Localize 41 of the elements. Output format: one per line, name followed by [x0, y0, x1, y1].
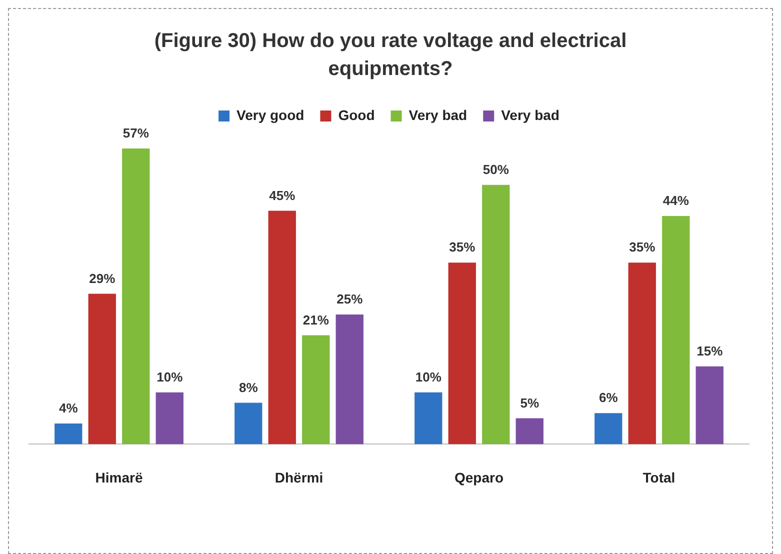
legend-label: Very bad	[408, 106, 468, 123]
bar	[156, 392, 184, 444]
data-label: 35%	[449, 240, 476, 255]
data-label: 25%	[336, 292, 364, 307]
data-label: 44%	[662, 193, 690, 208]
data-label: 4%	[58, 400, 78, 416]
data-label: 6%	[598, 390, 618, 406]
data-label: 10%	[156, 369, 184, 384]
legend-label: Good	[338, 106, 375, 123]
bar	[234, 402, 262, 444]
data-label: 35%	[629, 240, 656, 255]
x-tick-label: Qeparo	[454, 469, 504, 486]
bar	[336, 314, 364, 444]
bar	[516, 418, 544, 444]
data-label: 21%	[302, 312, 330, 328]
chart-title: (Figure 30) How do you rate voltage and electrical equipments?	[153, 29, 628, 82]
data-label: 50%	[482, 162, 510, 177]
data-label: 45%	[269, 188, 296, 203]
bar	[448, 262, 476, 444]
bar	[482, 184, 510, 444]
bar	[122, 148, 150, 444]
data-label: 29%	[89, 270, 116, 286]
bar	[662, 216, 690, 444]
bar	[594, 413, 622, 444]
data-label: 8%	[238, 380, 258, 395]
x-tick-label: Total	[642, 469, 676, 486]
bar	[268, 210, 296, 444]
data-label: 57%	[122, 126, 150, 141]
data-label: 5%	[520, 395, 540, 410]
legend-label: Very good	[236, 106, 304, 123]
data-label: 15%	[696, 343, 724, 358]
bar	[88, 294, 116, 444]
data-label: 10%	[415, 369, 442, 384]
x-tick-label: Himarë	[95, 469, 143, 486]
bar	[302, 335, 330, 444]
bar	[54, 423, 82, 444]
x-tick-label: Dhërmi	[274, 469, 324, 486]
bar	[414, 392, 442, 444]
bar	[628, 262, 656, 444]
legend-label: Very bad	[501, 106, 560, 123]
bar	[696, 366, 724, 444]
